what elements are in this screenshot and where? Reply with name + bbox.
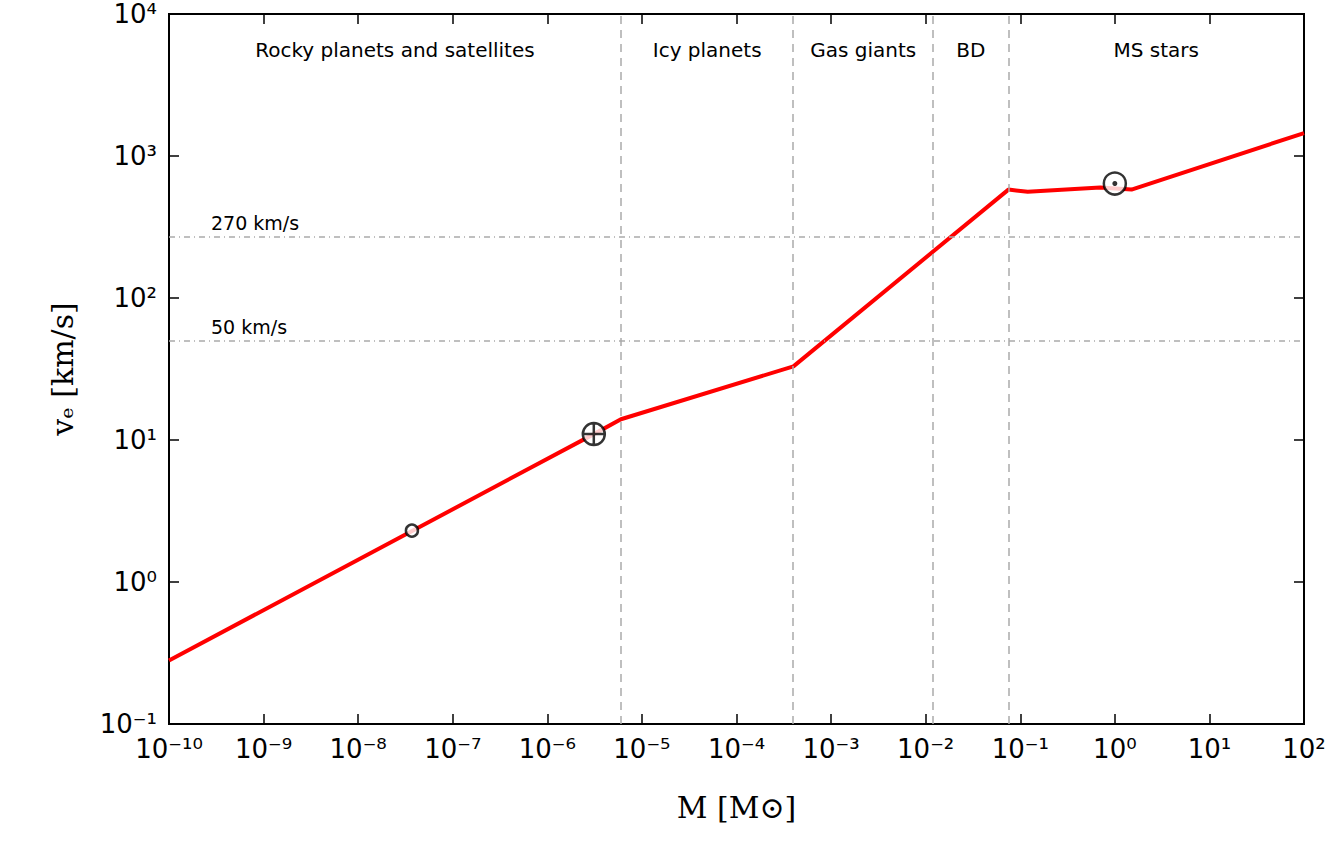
svg-text:10²: 10²: [1282, 734, 1326, 764]
svg-text:Rocky planets and satellites: Rocky planets and satellites: [255, 38, 534, 62]
svg-text:10¹: 10¹: [1188, 734, 1232, 764]
svg-text:10⁻⁷: 10⁻⁷: [424, 734, 481, 764]
svg-text:10³: 10³: [113, 141, 157, 171]
svg-text:MS stars: MS stars: [1113, 38, 1198, 62]
svg-text:10⁻¹: 10⁻¹: [99, 709, 157, 739]
svg-text:10⁻⁵: 10⁻⁵: [613, 734, 670, 764]
svg-text:10⁻⁶: 10⁻⁶: [519, 734, 576, 764]
svg-text:10⁴: 10⁴: [113, 0, 157, 29]
svg-text:10²: 10²: [113, 283, 157, 313]
svg-text:10⁻³: 10⁻³: [802, 734, 859, 764]
svg-text:10⁻²: 10⁻²: [897, 734, 954, 764]
svg-text:M [M⊙]: M [M⊙]: [677, 790, 797, 825]
svg-text:Gas giants: Gas giants: [810, 38, 916, 62]
svg-text:10⁻¹: 10⁻¹: [992, 734, 1049, 764]
svg-text:10⁻⁸: 10⁻⁸: [330, 734, 387, 764]
svg-text:BD: BD: [956, 38, 985, 62]
svg-text:10⁻⁹: 10⁻⁹: [235, 734, 292, 764]
svg-text:270 km/s: 270 km/s: [211, 212, 299, 234]
svg-text:50 km/s: 50 km/s: [211, 316, 287, 338]
svg-text:10⁰: 10⁰: [113, 567, 157, 597]
svg-text:vₑ [km/s]: vₑ [km/s]: [45, 302, 80, 437]
svg-text:10¹: 10¹: [113, 425, 157, 455]
svg-text:10⁰: 10⁰: [1093, 734, 1137, 764]
svg-text:Icy planets: Icy planets: [653, 38, 762, 62]
svg-text:10⁻¹⁰: 10⁻¹⁰: [135, 734, 203, 764]
svg-text:10⁻⁴: 10⁻⁴: [708, 734, 765, 764]
